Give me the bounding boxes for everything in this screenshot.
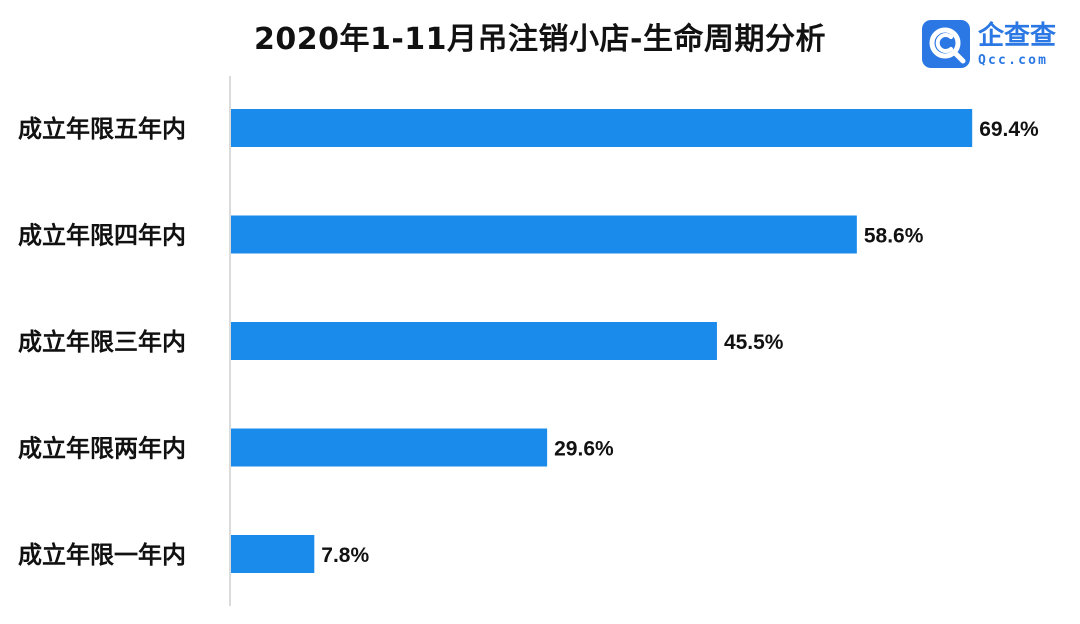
value-label: 7.8%	[321, 544, 369, 567]
logo-name: 企查查	[978, 21, 1057, 51]
bar	[231, 428, 548, 467]
bar	[231, 109, 973, 147]
category-label: 成立年限两年内	[18, 435, 186, 463]
bar	[231, 322, 717, 360]
category-label: 成立年限三年内	[18, 328, 186, 356]
qcc-logo: 企查查 Qcc.com	[922, 20, 1072, 72]
value-label: 29.6%	[554, 438, 614, 461]
bar	[231, 535, 315, 573]
logo-domain: Qcc.com	[978, 53, 1049, 68]
value-label: 69.4%	[979, 118, 1039, 141]
value-label: 45.5%	[724, 331, 784, 354]
qcc-magnifier-icon	[922, 20, 970, 68]
category-label: 成立年限五年内	[18, 115, 186, 143]
value-label: 58.6%	[864, 225, 924, 248]
category-label: 成立年限四年内	[18, 222, 186, 250]
bar	[231, 215, 857, 254]
chart-title: 2020年1-11月吊注销小店-生命周期分析	[253, 22, 827, 57]
category-label: 成立年限一年内	[18, 541, 186, 569]
